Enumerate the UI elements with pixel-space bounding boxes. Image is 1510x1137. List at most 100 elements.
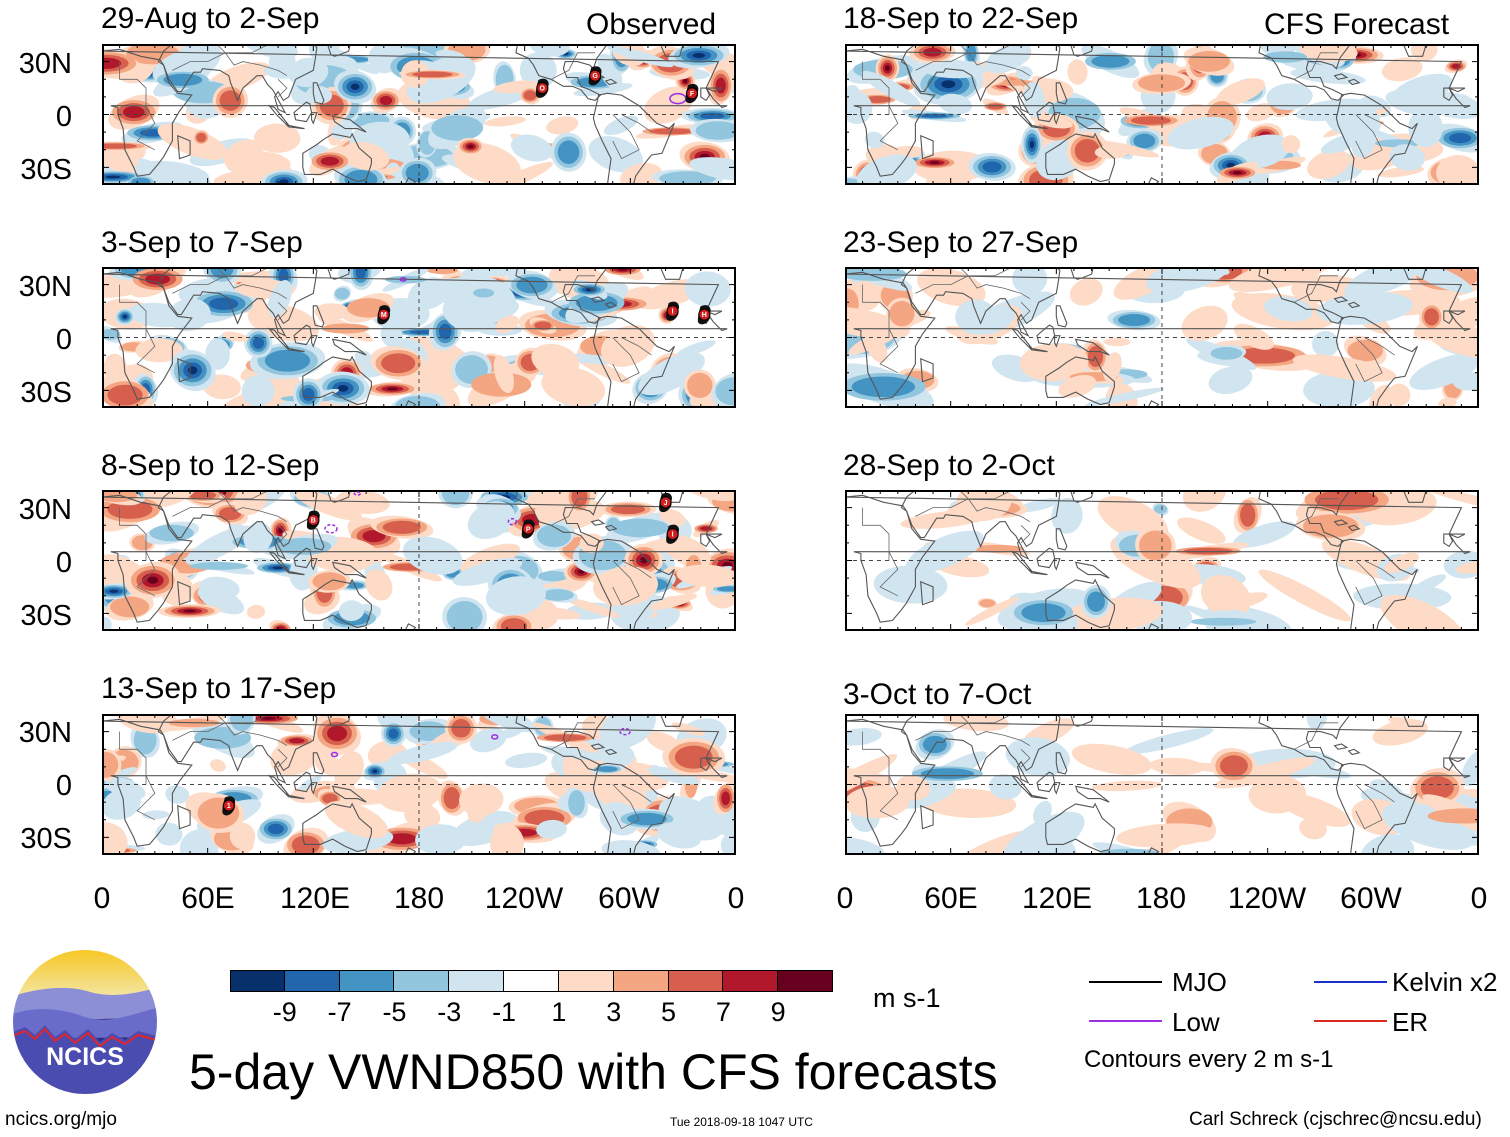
tropical-cyclone-icon: I [666,301,680,321]
storm-label: B [311,517,316,524]
storm-label: I [672,309,674,316]
storm-label: M [381,312,387,319]
colorbar-swatch [449,970,505,992]
colorbar-swatch [723,970,779,992]
footer-url[interactable]: ncics.org/mjo [5,1109,117,1130]
colorbar-swatch [613,970,669,992]
colorbar-unit: m s-1 [873,983,941,1013]
map-forecast-4 [845,714,1479,855]
lon-label: 60E [181,882,235,915]
storm-label: F [690,91,695,98]
lat-label-30s: 30S [20,154,72,186]
lat-label-30s: 30S [20,823,72,855]
legend-kelvin-line [1314,981,1387,983]
panel-title-observed-4: 13-Sep to 17-Sep [101,672,337,705]
lon-label: 120E [279,882,351,915]
legend-er-line [1314,1020,1387,1022]
lon-label: 0 [93,882,111,915]
lat-label-eq: 0 [55,324,72,356]
lon-label: 180 [393,882,445,915]
lat-label-30s: 30S [20,600,72,632]
lon-label: 60E [924,882,978,915]
colorbar-swatch [504,970,559,992]
footer-author: Carl Schreck (cjschrec@ncsu.edu) [1189,1109,1482,1130]
lat-label-30n: 30N [18,494,72,526]
panel-title-forecast-2: 23-Sep to 27-Sep [843,226,1079,259]
lon-label: 0 [1470,882,1488,915]
low-contour [619,727,631,736]
storm-label: J [664,500,668,507]
colorbar-tick-label: 7 [715,997,731,1027]
lon-label: 60W [1340,882,1402,915]
legend-low-label: Low [1172,1007,1220,1037]
tropical-cyclone-icon: P [521,519,535,539]
lon-label: 120E [1021,882,1093,915]
colorbar-swatch [394,970,450,992]
legend-contour-note: Contours every 2 m s-1 [1084,1046,1334,1073]
legend-er-label: ER [1392,1007,1429,1037]
lon-label: 120W [1227,882,1307,915]
panel-title-observed-1: 29-Aug to 2-Sep [101,2,320,35]
map-observed-2: MIH [102,267,736,408]
tropical-cyclone-icon: 1 [222,796,236,816]
map-forecast-1 [845,44,1479,185]
colorbar-tick-label: -1 [492,997,517,1027]
colorbar-tick-label: -9 [272,997,297,1027]
colorbar-swatch [668,970,724,992]
storm-label: 1 [227,803,231,810]
ncics-logo [11,948,159,1096]
colorbar-tick-label: 9 [770,997,786,1027]
storm-label: G [592,73,598,80]
tropical-cyclone-icon: G [588,66,602,86]
lon-label: 0 [836,882,854,915]
tropical-cyclone-icon: O [535,78,549,98]
map-observed-4: 1 [102,714,736,855]
low-contour [330,751,339,758]
panel-title-forecast-4: 3-Oct to 7-Oct [843,678,1032,711]
map-observed-1: O G F [102,44,736,185]
lat-label-30s: 30S [20,377,72,409]
logo-text: NCICS [46,1043,124,1071]
map-forecast-2 [845,267,1479,408]
low-contour [490,734,499,740]
legend-kelvin-label: Kelvin x2 [1392,967,1498,997]
observed-label: Observed [586,8,717,41]
footer-timestamp: Tue 2018-09-18 1047 UTC [670,1115,813,1129]
tropical-cyclone-icon: M [377,305,391,325]
lon-label: 0 [727,882,745,915]
tropical-cyclone-icon: J [659,492,672,513]
lat-label-eq: 0 [55,547,72,579]
colorbar-tick-label: -5 [382,997,407,1027]
panel-title-observed-3: 8-Sep to 12-Sep [101,449,320,482]
storm-label: I [672,532,674,539]
low-contour [507,517,518,526]
lat-label-30n: 30N [18,271,72,303]
colorbar-tick-label: -7 [327,997,352,1027]
colorbar-swatch [230,970,285,992]
tropical-cyclone-icon: B [306,510,320,530]
panel-title-forecast-1: 18-Sep to 22-Sep [843,2,1079,35]
lon-label: 60W [598,882,660,915]
colorbar-tick-label: -3 [437,997,462,1027]
panel-title-observed-2: 3-Sep to 7-Sep [101,226,303,259]
low-contour [324,524,338,534]
map-forecast-3 [845,490,1479,631]
colorbar-tick-label: 5 [661,997,677,1027]
tropical-cyclone-icon: H [697,305,711,325]
colorbar-swatch [339,970,395,992]
legend-low-line [1089,1020,1162,1022]
lat-label-eq: 0 [55,770,72,802]
lon-label: 120W [484,882,564,915]
storm-label: H [702,312,707,319]
storm-label: O [540,86,546,93]
storm-label: P [526,526,531,533]
legend-mjo-line [1089,981,1162,983]
lat-label-30n: 30N [18,48,72,80]
panel-title-forecast-3: 28-Sep to 2-Oct [843,449,1055,482]
colorbar-tick-label: 1 [551,997,567,1027]
colorbar-swatch [558,970,614,992]
lon-label: 180 [1135,882,1187,915]
tropical-cyclone-icon: F [685,83,699,104]
figure-title: 5-day VWND850 with CFS forecasts [189,1044,998,1100]
low-contour [399,277,407,282]
